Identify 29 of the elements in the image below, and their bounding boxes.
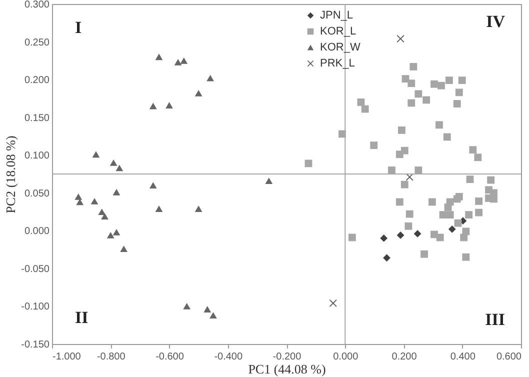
- x-tick-label: 0.400: [450, 352, 476, 362]
- x-tick-label: 0.600: [496, 352, 522, 362]
- x-tick-label: -0.400: [214, 352, 243, 362]
- legend-label: JPN_L: [320, 10, 354, 22]
- x-tick-label: -0.600: [156, 352, 184, 362]
- y-tick-label: 0.300: [24, 0, 50, 10]
- annotation: II: [75, 308, 89, 327]
- x-tick-label: 0.200: [392, 352, 418, 362]
- legend-label: KOR_W: [320, 42, 361, 54]
- y-tick-label: -0.150: [21, 340, 50, 350]
- y-tick-label: 0.050: [24, 188, 50, 200]
- y-tick-label: 0.100: [24, 150, 50, 162]
- annotation: IV: [486, 12, 506, 31]
- x-axis-title: PC1 (44.08 %): [248, 362, 326, 376]
- x-tick-label: -0.800: [96, 352, 126, 362]
- annotation: I: [75, 18, 82, 37]
- y-tick-label: 0.000: [24, 226, 50, 238]
- legend-label: KOR_L: [320, 26, 356, 38]
- y-tick-label: -0.050: [21, 264, 50, 275]
- y-tick-label: 0.200: [24, 75, 50, 86]
- x-tick-label: -1.000: [52, 352, 82, 362]
- legend-label: PRK_L: [320, 58, 355, 70]
- y-tick-label: 0.150: [24, 112, 50, 124]
- x-tick-label: -0.200: [272, 352, 302, 362]
- x-tick-label: 0.000: [333, 352, 359, 362]
- y-tick-label: 0.250: [24, 37, 50, 48]
- annotation: III: [485, 310, 506, 329]
- y-axis-title: PC2 (18.08 %): [3, 136, 18, 214]
- y-tick-label: -0.100: [21, 302, 50, 313]
